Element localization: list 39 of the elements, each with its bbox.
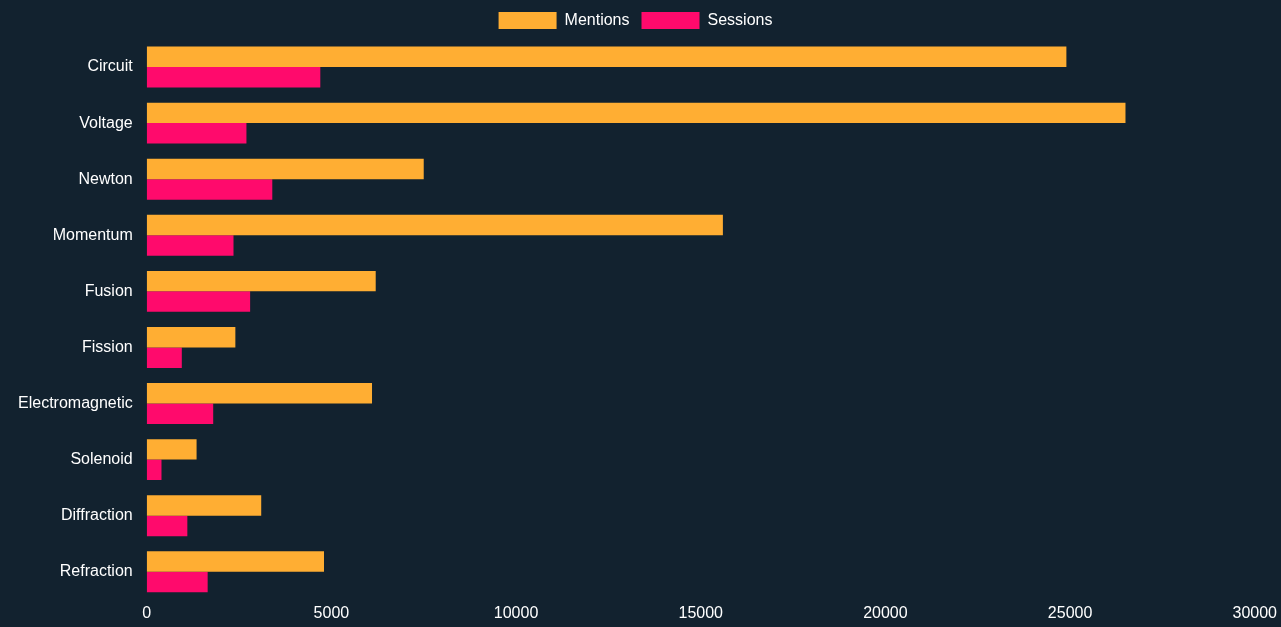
- legend-label: Mentions: [564, 10, 630, 28]
- bar: [146, 46, 1067, 68]
- bar: [146, 326, 236, 348]
- x-tick-label: 25000: [1047, 603, 1093, 621]
- bar: [146, 571, 208, 593]
- bar: [146, 235, 234, 256]
- x-tick-label: 20000: [863, 603, 908, 621]
- bar: [146, 270, 376, 292]
- bar: [146, 102, 1126, 124]
- bar: [146, 439, 197, 460]
- y-tick-label: Voltage: [79, 113, 133, 131]
- bar: [146, 495, 262, 516]
- bar: [146, 123, 247, 144]
- y-tick-label: Momentum: [52, 225, 133, 243]
- bar: [146, 347, 182, 368]
- y-tick-label: Fission: [82, 337, 133, 355]
- bar: [146, 214, 723, 236]
- bar: [146, 403, 214, 424]
- x-tick-label: 5000: [313, 603, 350, 621]
- y-tick-label: Solenoid: [70, 450, 133, 468]
- bar: [146, 383, 373, 404]
- bar: [146, 515, 188, 537]
- x-tick-label: 0: [142, 603, 152, 621]
- y-tick-label: Electromagnetic: [18, 393, 133, 411]
- bar: [146, 179, 273, 200]
- bar: [146, 158, 424, 180]
- bar: [146, 551, 324, 572]
- bar: [146, 67, 321, 88]
- bar: [146, 459, 162, 481]
- x-tick-label: 30000: [1232, 603, 1278, 621]
- y-tick-label: Newton: [78, 169, 133, 187]
- y-tick-label: Fusion: [84, 281, 133, 299]
- y-tick-label: Refraction: [59, 562, 133, 580]
- y-tick-label: Diffraction: [60, 506, 133, 524]
- bar: [146, 291, 251, 312]
- y-tick-label: Circuit: [87, 57, 134, 75]
- legend-label: Sessions: [707, 10, 773, 28]
- x-tick-label: 10000: [493, 603, 539, 621]
- x-tick-label: 15000: [678, 603, 724, 621]
